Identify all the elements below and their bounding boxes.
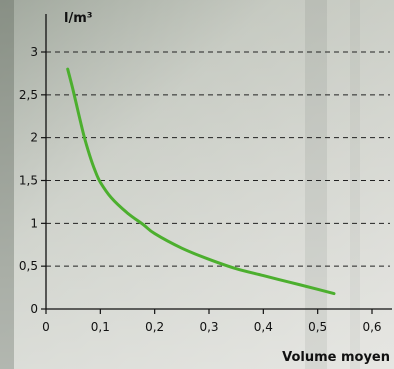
y-tick-label: 1 <box>30 216 38 230</box>
x-tick-label: 0,5 <box>308 320 327 334</box>
tick-labels: 0 0,5 1 1,5 2 2,5 3 0 0,1 0,2 0,3 0,4 0,5 0,6 <box>19 45 382 334</box>
x-axis-title: Volume moyen <box>282 350 390 365</box>
axes <box>45 14 392 310</box>
series-layer <box>66 67 336 296</box>
y-tick-label: 0,5 <box>19 259 38 273</box>
y-tick-label: 2 <box>30 131 38 145</box>
x-tick-label: 0 <box>42 320 50 334</box>
y-tick-label: 0 <box>30 302 38 316</box>
x-tick-label: 0,3 <box>199 320 218 334</box>
y-tick-label: 1,5 <box>19 174 38 188</box>
y-tick-label: 3 <box>30 45 38 59</box>
x-tick-label: 0,4 <box>254 320 273 334</box>
y-tick-label: 2,5 <box>19 88 38 102</box>
series-line <box>66 67 336 296</box>
x-tick-label: 0,6 <box>362 320 381 334</box>
y-axis-title: l/m³ <box>64 11 92 26</box>
x-tick-label: 0,1 <box>91 320 110 334</box>
x-tick-label: 0,2 <box>145 320 164 334</box>
grid-lines <box>46 51 390 267</box>
